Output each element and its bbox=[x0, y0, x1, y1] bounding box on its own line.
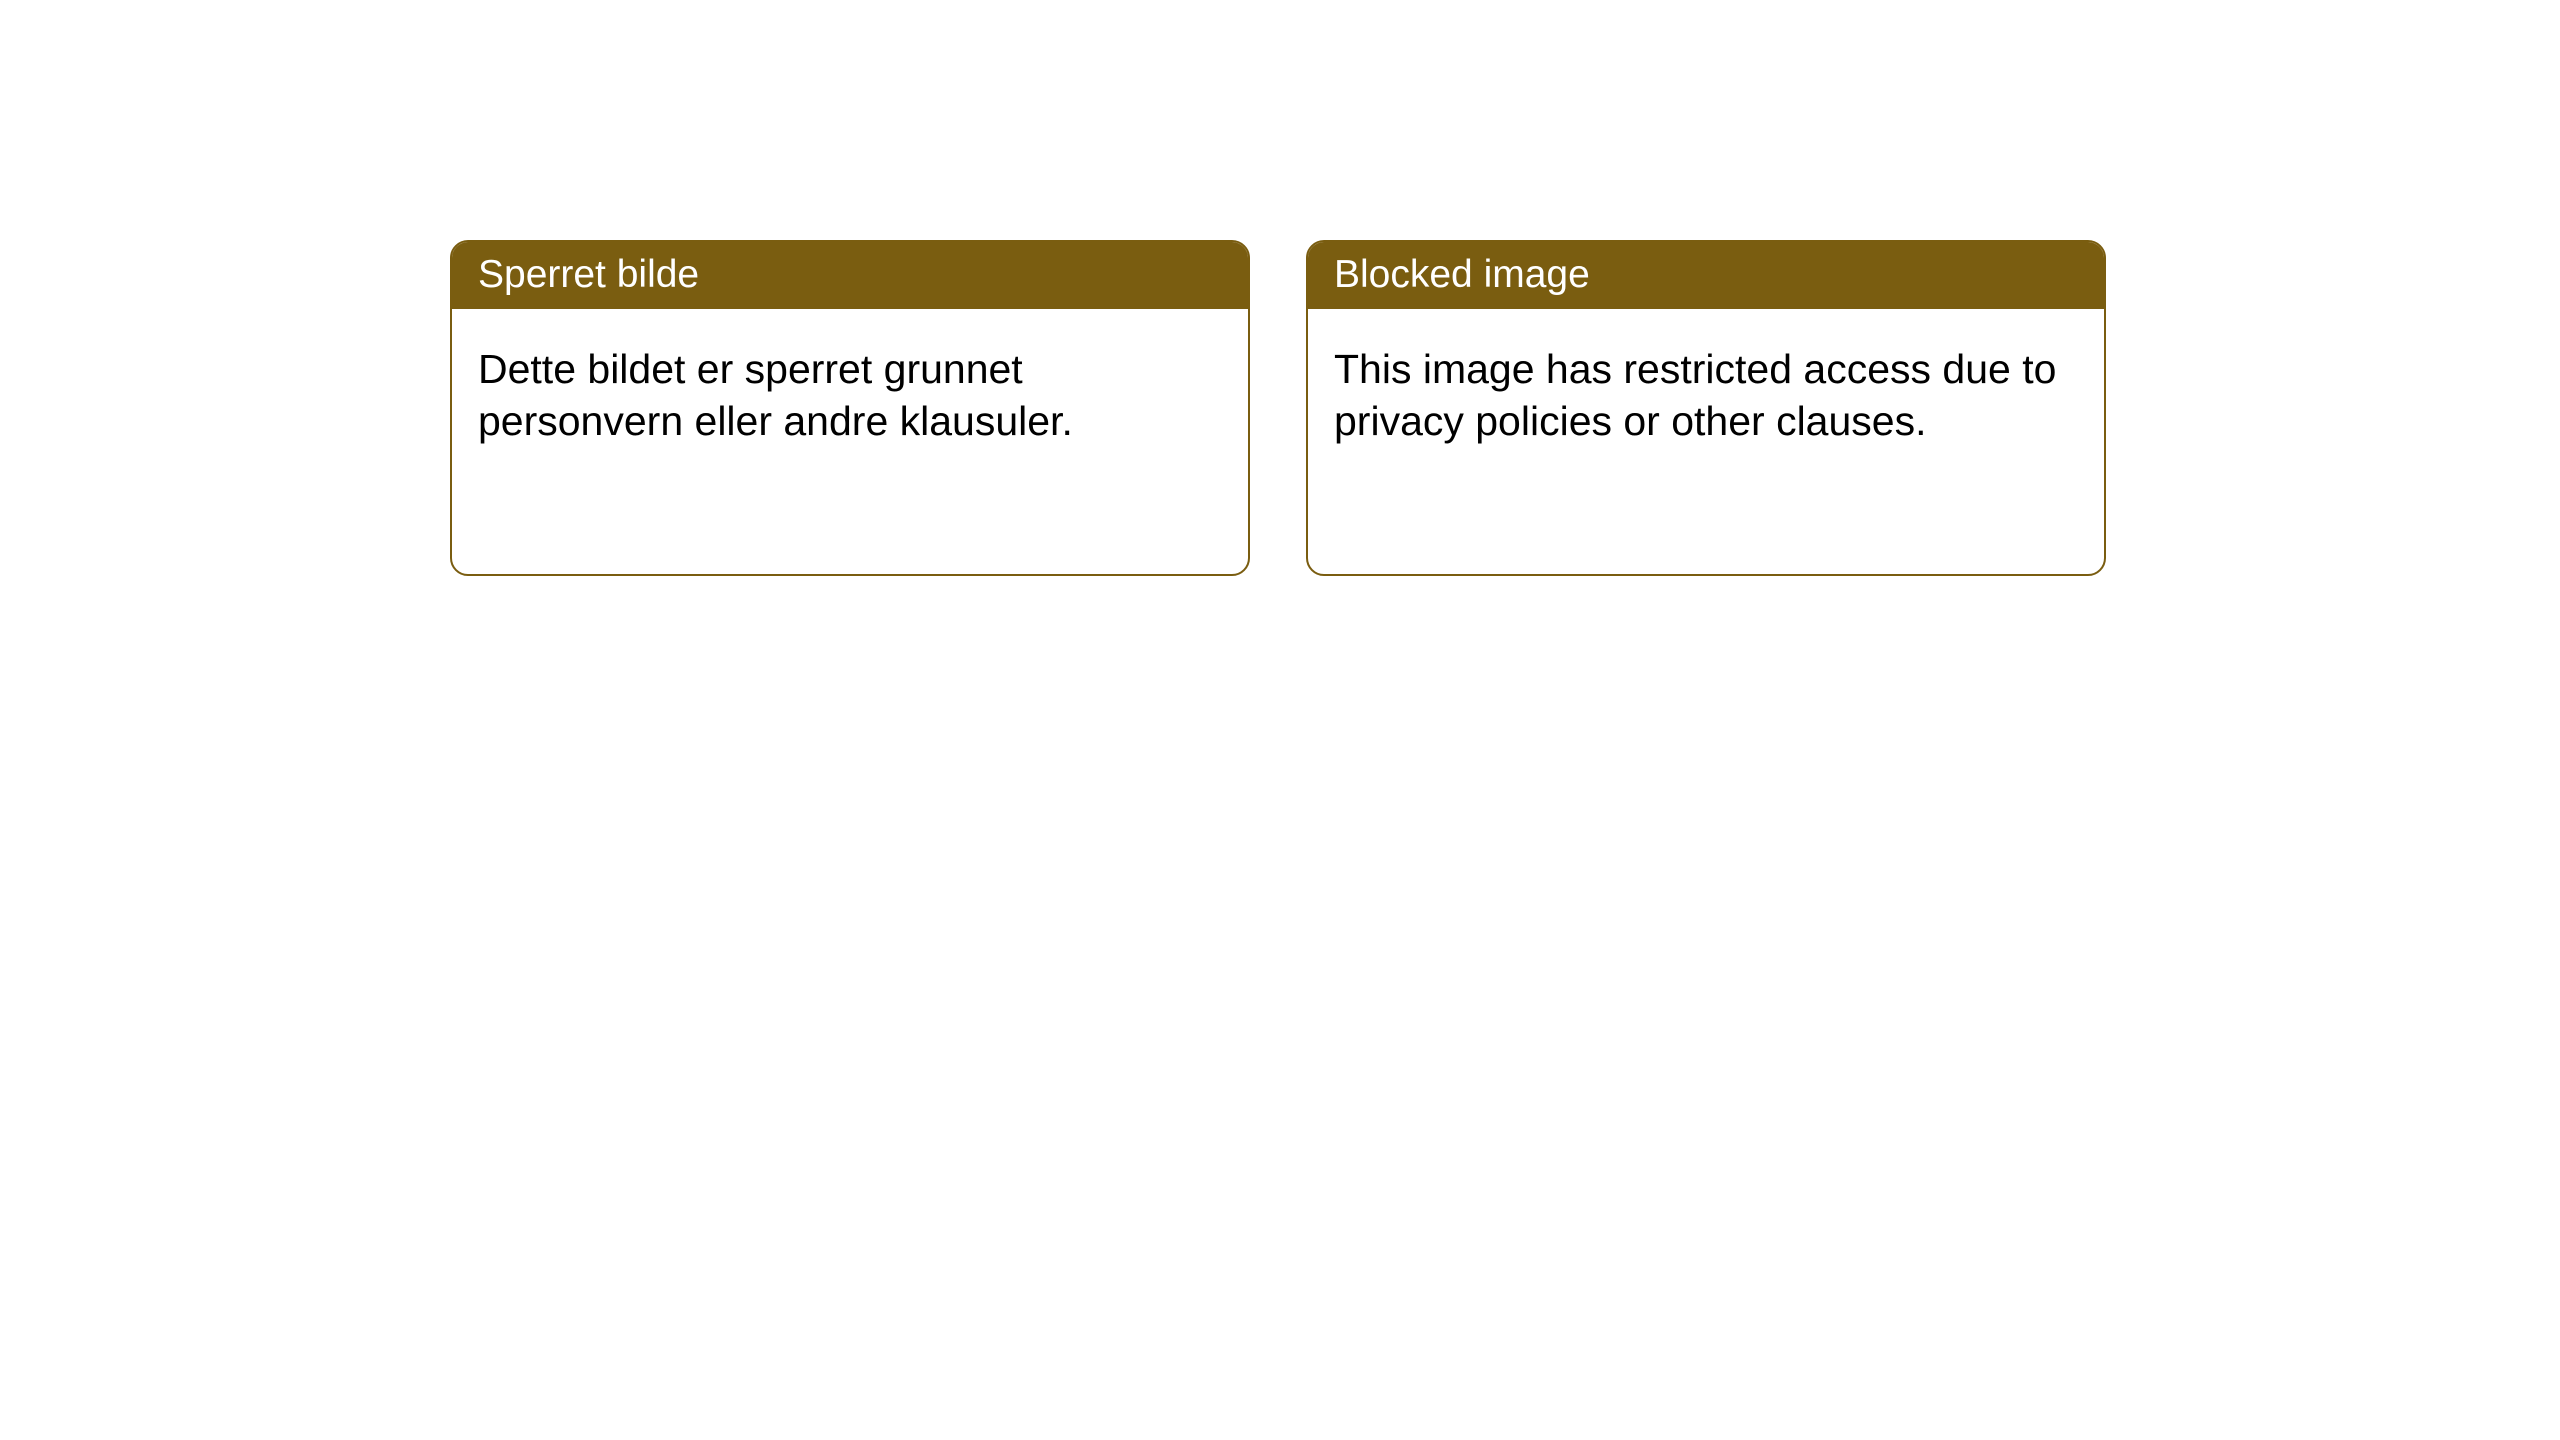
notice-card-norwegian: Sperret bilde Dette bildet er sperret gr… bbox=[450, 240, 1250, 576]
notice-card-body-norwegian: Dette bildet er sperret grunnet personve… bbox=[452, 309, 1248, 482]
notice-card-english: Blocked image This image has restricted … bbox=[1306, 240, 2106, 576]
notice-card-title-norwegian: Sperret bilde bbox=[452, 242, 1248, 309]
notice-card-body-english: This image has restricted access due to … bbox=[1308, 309, 2104, 482]
notice-card-title-english: Blocked image bbox=[1308, 242, 2104, 309]
notice-container: Sperret bilde Dette bildet er sperret gr… bbox=[450, 240, 2106, 576]
